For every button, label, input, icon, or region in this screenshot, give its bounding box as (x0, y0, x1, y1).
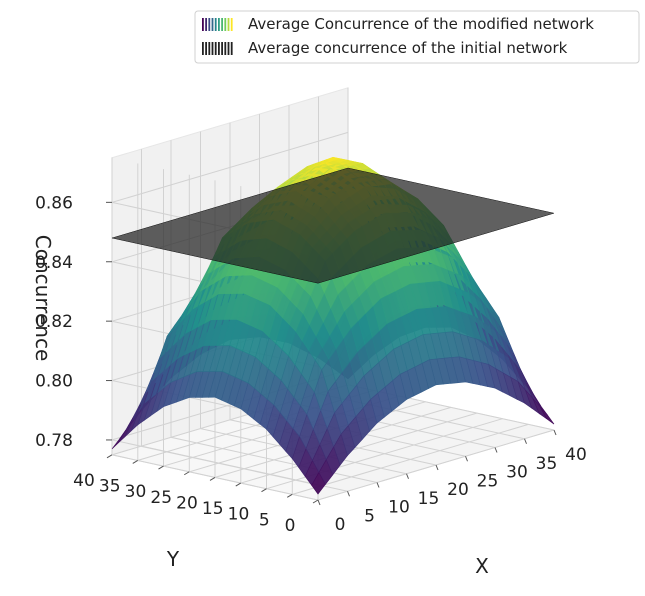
legend-swatch-bar (227, 42, 230, 55)
legend-swatch-bar (202, 18, 204, 31)
x-tick-label: 40 (565, 445, 587, 465)
legend-swatch-bar (205, 42, 207, 55)
y-tick-label: 35 (99, 476, 121, 496)
legend: Average Concurrence of the modified netw… (194, 10, 640, 64)
z-tick-label: 0.86 (35, 193, 73, 213)
legend-swatch-bar (208, 18, 211, 31)
tick-y (286, 493, 293, 498)
legend-swatch-bar (221, 18, 223, 31)
z-tick-label: 0.80 (35, 372, 73, 392)
y-axis-label: Y (166, 547, 180, 571)
legend-swatch-bar (214, 42, 217, 55)
tick-y (132, 460, 139, 464)
legend-swatch-bar (202, 42, 204, 55)
initial-network-plane (111, 167, 555, 284)
y-tick-label: 5 (259, 510, 270, 530)
tick-x (553, 429, 557, 436)
initial-network-surface (111, 167, 555, 284)
x-axis-label: X (475, 554, 489, 578)
legend-swatch-bar (224, 42, 227, 55)
tick-x (406, 473, 409, 479)
legend-swatch-initial (202, 42, 233, 55)
tick-y (261, 488, 267, 493)
x-tick-label: 15 (418, 489, 440, 509)
legend-swatch-bar (211, 42, 214, 55)
legend-swatch-bar (218, 42, 220, 55)
tick-y (183, 471, 190, 476)
legend-box (194, 10, 640, 64)
z-axis-label: Concurrence (31, 235, 55, 361)
legend-swatch-bar (218, 18, 220, 31)
tick-x (317, 499, 321, 506)
tick-y (312, 499, 319, 504)
tick-labels: 0 5 10 15 20 25 30 35 4005101520253035400.780.80… (35, 193, 587, 536)
y-tick-label: 25 (150, 488, 172, 508)
x-tick-label: 20 (447, 480, 469, 500)
y-tick-label: 15 (202, 499, 224, 519)
legend-swatch-bar (208, 42, 211, 55)
x-tick-label: 0 (335, 515, 346, 535)
x-tick-label: 25 (477, 471, 499, 491)
x-tick-label: 10 (388, 498, 410, 518)
legend-label-initial: Average concurrence of the initial netwo… (248, 39, 568, 57)
tick-x (347, 491, 350, 497)
surface-face (539, 406, 555, 425)
tick-x (524, 438, 527, 444)
tick-y (106, 454, 113, 459)
legend-swatch-bar (214, 18, 217, 31)
tick-x (494, 447, 498, 453)
tick-y (158, 465, 164, 470)
legend-swatch-bar (224, 18, 227, 31)
x-tick-label: 35 (536, 454, 558, 474)
tick-y (235, 482, 242, 487)
tick-marks (106, 201, 557, 506)
z-tick-label: 0.84 (35, 253, 73, 273)
tick-y (209, 476, 216, 481)
y-tick-label: 10 (228, 505, 250, 525)
legend-swatch-bar (227, 18, 230, 31)
z-tick-label: 0.78 (35, 431, 73, 451)
x-tick-label: 30 (506, 463, 528, 483)
y-tick-label: 0 (285, 516, 296, 536)
legend-swatch-bar (205, 18, 207, 31)
legend-swatch-bar (221, 42, 223, 55)
z-tick-label: 0.82 (35, 312, 73, 332)
y-tick-label: 30 (125, 482, 147, 502)
legend-swatch-bar (230, 42, 233, 55)
legend-swatch-modified (202, 18, 233, 31)
legend-swatch-bar (230, 18, 233, 31)
legend-swatch-bar (211, 18, 214, 31)
tick-x (465, 456, 468, 462)
y-tick-label: 20 (176, 493, 198, 513)
y-tick-label: 40 (73, 471, 95, 491)
x-tick-label: 5 (364, 506, 375, 526)
tick-x (435, 464, 439, 471)
legend-label-modified: Average Concurrence of the modified netw… (248, 15, 594, 33)
tick-x (376, 482, 380, 488)
